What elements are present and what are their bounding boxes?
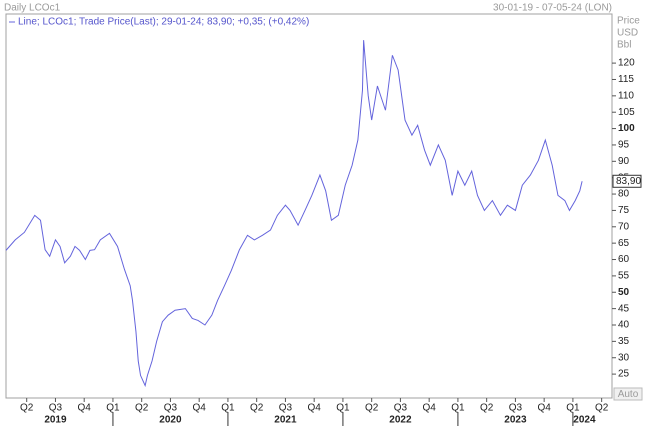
x-tick-label: Q3: [509, 403, 523, 414]
auto-button[interactable]: [613, 387, 643, 401]
y-tick-label: 55: [618, 271, 630, 282]
x-tick-label: Q4: [193, 403, 207, 414]
x-tick-label: Q1: [106, 403, 120, 414]
y-tick-label: 40: [618, 320, 630, 331]
x-tick-label: Q3: [394, 403, 408, 414]
y-tick-label: 45: [618, 303, 630, 314]
x-tick-label: Q2: [135, 403, 149, 414]
plot-frame: [5, 13, 613, 399]
year-label: 2022: [389, 415, 412, 426]
x-tick-label: Q4: [78, 403, 92, 414]
y-tick-label: 50: [618, 287, 630, 298]
y-tick-label: 25: [618, 369, 630, 380]
legend-entry: Line; LCOc1; Trade Price(Last); 29-01-24…: [18, 17, 309, 28]
y-tick-label: 115: [618, 74, 634, 85]
x-tick-label: Q4: [308, 403, 322, 414]
y-tick-label: 60: [618, 254, 630, 265]
year-label: 2020: [159, 415, 182, 426]
y-tick-label: 105: [618, 107, 635, 118]
y-tick-label: 70: [618, 221, 630, 232]
y-tick-label: 110: [618, 90, 634, 101]
last-price-box: [612, 174, 642, 188]
x-tick-label: Q4: [422, 403, 436, 414]
x-tick-label: Q1: [221, 403, 235, 414]
x-tick-label: Q2: [480, 403, 494, 414]
y-tick-label: 100: [618, 123, 635, 134]
date-range: 30-01-19 - 07-05-24 (LON): [493, 3, 612, 14]
x-tick-label: Q3: [49, 403, 63, 414]
y-tick-label: 75: [618, 205, 630, 216]
y-tick-label: 65: [618, 238, 630, 249]
x-tick-label: Q3: [164, 403, 178, 414]
x-tick-label: Q4: [537, 403, 551, 414]
chart-title: Daily LCOc1: [4, 3, 61, 14]
x-tick-label: Q1: [566, 403, 580, 414]
last-price-label: 83,90: [616, 176, 641, 187]
y-tick-label: 30: [618, 352, 630, 363]
x-tick-label: Q3: [279, 403, 293, 414]
y-tick-label: 95: [618, 140, 630, 151]
x-tick-label: Q1: [451, 403, 465, 414]
unit-label: USD: [617, 28, 638, 39]
x-tick-label: Q2: [20, 403, 34, 414]
unit-label: Price: [617, 16, 640, 27]
year-label: 2019: [44, 415, 67, 426]
y-tick-label: 120: [618, 58, 635, 69]
price-line: [5, 40, 583, 388]
x-tick-label: Q2: [365, 403, 379, 414]
y-tick-label: 80: [618, 189, 630, 200]
year-label: 2024: [573, 415, 596, 426]
x-tick-label: Q1: [336, 403, 350, 414]
x-tick-label: Q2: [250, 403, 264, 414]
auto-button-label[interactable]: Auto: [618, 389, 639, 400]
year-label: 2021: [274, 415, 297, 426]
unit-label: Bbl: [617, 40, 631, 51]
x-tick-label: Q2: [595, 403, 609, 414]
y-tick-label: 90: [618, 156, 630, 167]
year-label: 2023: [504, 415, 527, 426]
y-tick-label: 35: [618, 336, 630, 347]
